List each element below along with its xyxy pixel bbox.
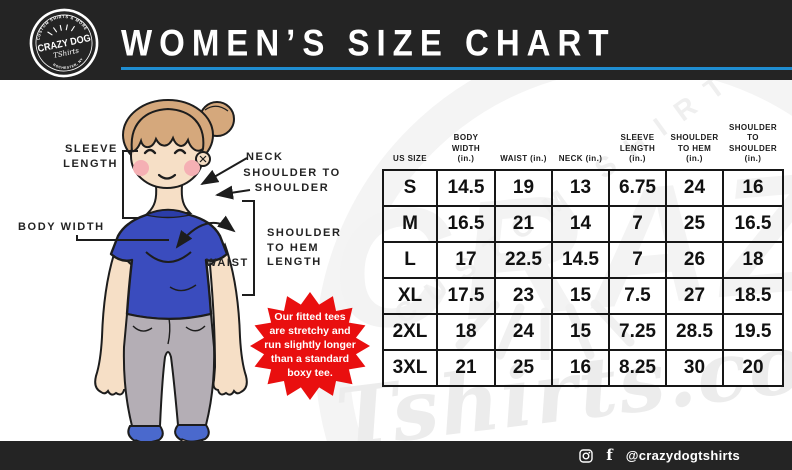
fitted-tee-note-starburst: Our fitted tees are stretchy and run sli… [250, 292, 370, 400]
fitted-tee-note-text: Our fitted tees are stretchy and run sli… [264, 311, 356, 379]
value-cell: 14.5 [436, 168, 496, 207]
label-shoulder-to-hem: SHOULDER TO HEM LENGTH [267, 227, 342, 269]
value-cell: 6.75 [608, 168, 667, 207]
title-underline [121, 67, 792, 70]
page-title: WOMEN’S SIZE CHART [121, 22, 616, 64]
col-body-width: BODY WIDTH (in.) [451, 133, 481, 164]
value-cell: 17 [436, 240, 496, 279]
value-cell: 21 [494, 204, 553, 243]
table-header-row: US SIZE BODY WIDTH (in.) WAIST (in.) NEC… [383, 123, 783, 170]
body-width-line [76, 235, 169, 241]
neck-arrow [200, 157, 248, 186]
size-cell: XL [382, 276, 438, 315]
value-cell: 7.5 [608, 276, 667, 315]
value-cell: 14.5 [551, 240, 610, 279]
value-cell: 7 [608, 240, 667, 279]
table-row: S 14.5 19 13 6.75 24 16 [382, 168, 784, 207]
col-us-size: US SIZE [393, 154, 427, 164]
table-row: 2XL 18 24 15 7.25 28.5 19.5 [382, 312, 784, 351]
value-cell: 23 [494, 276, 553, 315]
value-cell: 28.5 [665, 312, 724, 351]
value-cell: 14 [551, 204, 610, 243]
col-sleeve-length: SLEEVE LENGTH (in.) [619, 133, 656, 164]
value-cell: 13 [551, 168, 610, 207]
social-handle: @crazydogtshirts [625, 448, 740, 463]
table-row: XL 17.5 23 15 7.5 27 18.5 [382, 276, 784, 315]
value-cell: 20 [722, 348, 784, 387]
value-cell: 26 [665, 240, 724, 279]
instagram-icon [579, 448, 593, 463]
value-cell: 21 [436, 348, 496, 387]
value-cell: 24 [494, 312, 553, 351]
value-cell: 25 [665, 204, 724, 243]
measurement-diagram: SLEEVE LENGTH BODY WIDTH NECK SHOULDER T… [0, 95, 380, 447]
value-cell: 15 [551, 312, 610, 351]
col-shoulder-to-shoulder: SHOULDER TO SHOULDER (in.) [728, 123, 778, 164]
label-sleeve-length: SLEEVE LENGTH [63, 143, 118, 170]
value-cell: 16.5 [436, 204, 496, 243]
woman-figure-illustration [76, 99, 255, 447]
size-cell: 2XL [382, 312, 438, 351]
col-neck: NECK (in.) [558, 154, 603, 164]
value-cell: 18.5 [722, 276, 784, 315]
value-cell: 7 [608, 204, 667, 243]
table-row: L 17 22.5 14.5 7 26 18 [382, 240, 784, 279]
table-row: M 16.5 21 14 7 25 16.5 [382, 204, 784, 243]
value-cell: 22.5 [494, 240, 553, 279]
value-cell: 19.5 [722, 312, 784, 351]
value-cell: 16 [551, 348, 610, 387]
facebook-icon: f [606, 446, 613, 464]
value-cell: 18 [436, 312, 496, 351]
value-cell: 25 [494, 348, 553, 387]
value-cell: 27 [665, 276, 724, 315]
size-cell: L [382, 240, 438, 279]
header-bar: WOMEN’S SIZE CHART CUSTOM SHIRTS & MORE … [0, 0, 792, 80]
shoulder-to-hem-bracket [242, 200, 255, 296]
value-cell: 8.25 [608, 348, 667, 387]
col-shoulder-to-hem: SHOULDER TO HEM (in.) [670, 133, 719, 164]
value-cell: 7.25 [608, 312, 667, 351]
size-table: US SIZE BODY WIDTH (in.) WAIST (in.) NEC… [382, 123, 784, 387]
table-row: 3XL 21 25 16 8.25 30 20 [382, 348, 784, 387]
label-waist: WAIST [206, 257, 249, 269]
size-cell: S [382, 168, 438, 207]
sleeve-length-bracket [122, 150, 138, 219]
size-cell: 3XL [382, 348, 438, 387]
footer-bar: f @crazydogtshirts [0, 441, 792, 470]
col-waist: WAIST (in.) [500, 154, 547, 164]
label-body-width: BODY WIDTH [18, 221, 105, 233]
label-shoulder-to-shoulder: SHOULDER TO SHOULDER [243, 167, 341, 194]
value-cell: 15 [551, 276, 610, 315]
value-cell: 16.5 [722, 204, 784, 243]
shoulder-to-shoulder-arrow [215, 185, 251, 200]
value-cell: 30 [665, 348, 724, 387]
crazy-dog-logo: CUSTOM SHIRTS & MORE CRAZY DOG TShirts R… [29, 8, 99, 78]
waist-arrow [175, 215, 236, 249]
value-cell: 16 [722, 168, 784, 207]
value-cell: 17.5 [436, 276, 496, 315]
value-cell: 24 [665, 168, 724, 207]
value-cell: 18 [722, 240, 784, 279]
label-neck: NECK [246, 151, 284, 163]
size-cell: M [382, 204, 438, 243]
value-cell: 19 [494, 168, 553, 207]
